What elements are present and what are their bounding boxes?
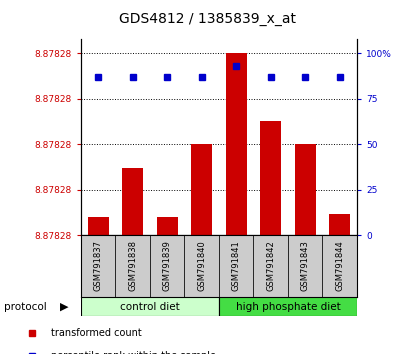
Bar: [226, 53, 247, 235]
Text: protocol: protocol: [4, 302, 47, 312]
Bar: [184, 235, 219, 297]
Text: ▶: ▶: [60, 302, 68, 312]
Bar: [295, 144, 315, 235]
Text: transformed count: transformed count: [51, 327, 142, 338]
Bar: [260, 121, 281, 235]
Bar: [115, 235, 150, 297]
Bar: [81, 297, 219, 316]
Text: GSM791844: GSM791844: [335, 240, 344, 291]
Bar: [288, 235, 322, 297]
Text: GSM791842: GSM791842: [266, 240, 275, 291]
Text: GSM791838: GSM791838: [128, 240, 137, 291]
Text: GSM791837: GSM791837: [94, 240, 103, 291]
Text: high phosphate diet: high phosphate diet: [236, 302, 340, 312]
Text: GSM791840: GSM791840: [197, 240, 206, 291]
Bar: [81, 235, 115, 297]
Text: control diet: control diet: [120, 302, 180, 312]
Text: GSM791839: GSM791839: [163, 240, 172, 291]
Bar: [150, 235, 184, 297]
Bar: [157, 217, 178, 235]
Bar: [219, 297, 357, 316]
Text: percentile rank within the sample: percentile rank within the sample: [51, 350, 216, 354]
Bar: [322, 235, 357, 297]
Text: GSM791841: GSM791841: [232, 240, 241, 291]
Bar: [191, 144, 212, 235]
Bar: [88, 217, 109, 235]
Text: GDS4812 / 1385839_x_at: GDS4812 / 1385839_x_at: [119, 12, 296, 27]
Bar: [219, 235, 254, 297]
Bar: [122, 168, 143, 235]
Bar: [254, 235, 288, 297]
Text: GSM791843: GSM791843: [300, 240, 310, 291]
Bar: [330, 213, 350, 235]
